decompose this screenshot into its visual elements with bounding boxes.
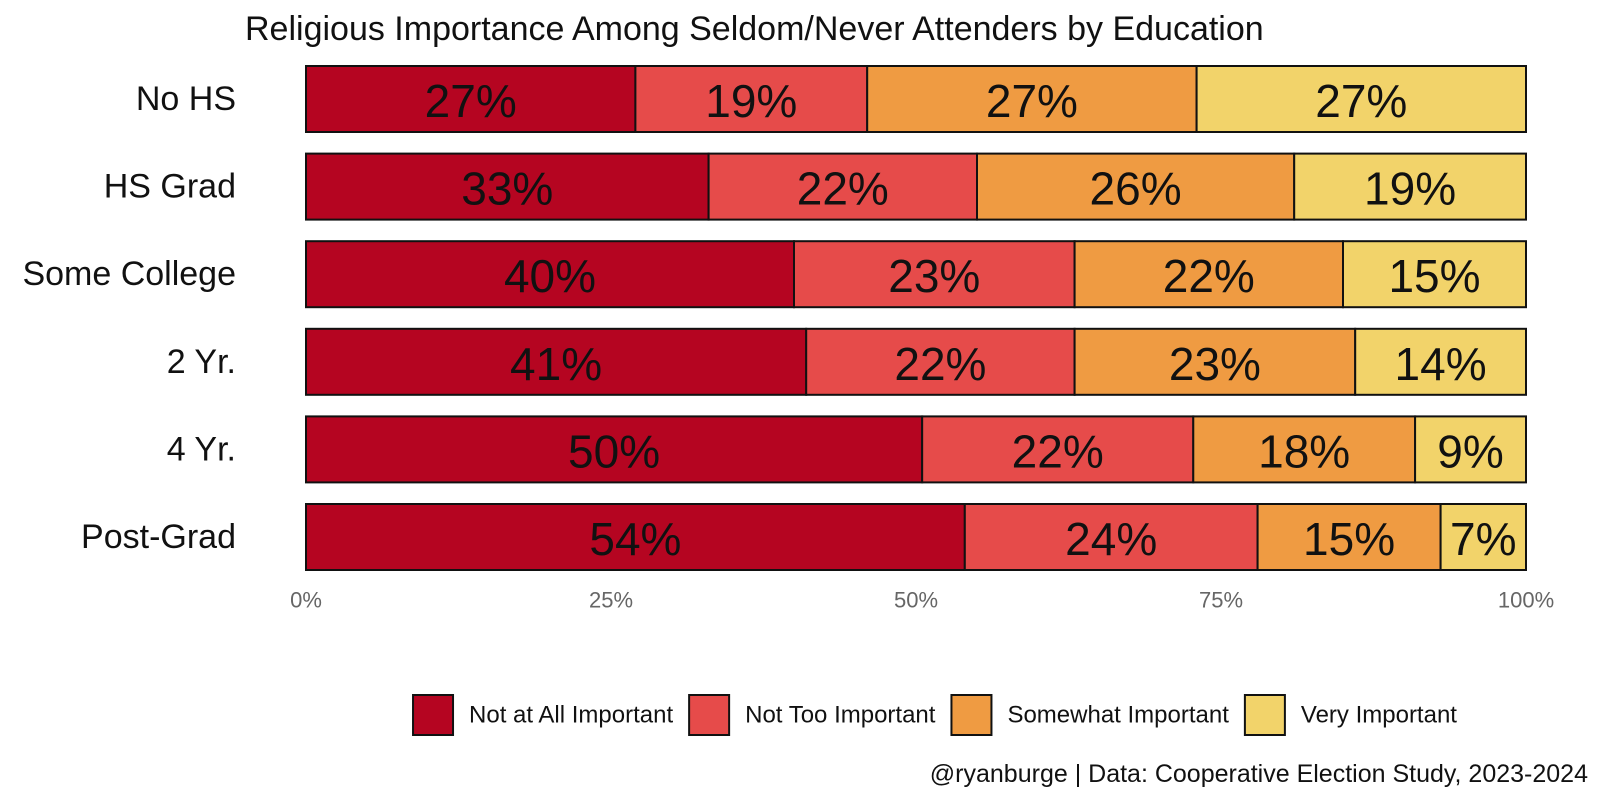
legend-label-not-at-all-important: Not at All Important xyxy=(469,702,673,729)
bar-segment-2-yr-not-at-all-important xyxy=(305,327,808,396)
x-tick-label-50: 50% xyxy=(894,588,938,613)
bar-segment-no-hs-not-too-important xyxy=(634,65,869,133)
bar-segment-4-yr-not-at-all-important xyxy=(305,415,924,484)
bar-segment-post-grad-not-too-important xyxy=(963,503,1259,571)
bar-segment-4-yr-not-too-important xyxy=(921,415,1195,484)
legend-swatch-somewhat-important xyxy=(950,694,993,736)
bar-segment-some-college-very-important xyxy=(1342,240,1527,309)
legend: Not at All Important Not Too Important Som… xyxy=(412,694,1457,736)
data-label-2-yr-somewhat-important: 23% xyxy=(1169,338,1261,390)
bar-segment-no-hs-somewhat-important xyxy=(866,65,1198,133)
category-label-hs-grad: HS Grad xyxy=(104,168,236,206)
data-label-2-yr-not-too-important: 22% xyxy=(894,338,986,390)
chart-title: Religious Importance Among Seldom/Never … xyxy=(245,10,1264,48)
data-label-some-college-not-too-important: 23% xyxy=(888,250,980,302)
bar-segment-post-grad-very-important xyxy=(1439,503,1527,571)
bar-segment-hs-grad-somewhat-important xyxy=(976,152,1296,221)
bar-segment-2-yr-not-too-important xyxy=(805,327,1076,396)
bar-segment-some-college-not-at-all-important xyxy=(305,240,795,309)
caption: @ryanburge | Data: Cooperative Election … xyxy=(930,760,1588,788)
data-label-4-yr-very-important: 9% xyxy=(1437,425,1503,477)
category-label-post-grad: Post-Grad xyxy=(81,518,236,556)
x-axis-ticks: 0% 25% 50% 75% 100% xyxy=(290,588,1554,613)
legend-label-somewhat-important: Somewhat Important xyxy=(1007,702,1229,729)
bar-segment-hs-grad-not-at-all-important xyxy=(305,152,710,221)
legend-item-somewhat-important: Somewhat Important xyxy=(950,694,1229,736)
category-label-2-yr: 2 Yr. xyxy=(167,343,236,381)
data-label-no-hs-not-at-all-important: 27% xyxy=(425,75,517,127)
data-label-no-hs-very-important: 27% xyxy=(1315,75,1407,127)
bar-segment-4-yr-very-important xyxy=(1414,415,1528,484)
data-label-hs-grad-not-at-all-important: 33% xyxy=(461,163,553,215)
bar-segment-post-grad-somewhat-important xyxy=(1256,503,1442,571)
data-label-some-college-not-at-all-important: 40% xyxy=(504,250,596,302)
data-label-some-college-somewhat-important: 22% xyxy=(1163,250,1255,302)
data-label-no-hs-somewhat-important: 27% xyxy=(986,75,1078,127)
x-tick-label-25: 25% xyxy=(589,588,633,613)
data-label-some-college-very-important: 15% xyxy=(1388,250,1480,302)
x-tick-label-75: 75% xyxy=(1199,588,1243,613)
legend-label-not-too-important: Not Too Important xyxy=(745,702,936,729)
x-tick-label-0: 0% xyxy=(290,588,322,613)
bar-segment-post-grad-not-at-all-important xyxy=(305,503,966,571)
legend-swatch-not-at-all-important xyxy=(412,694,455,736)
bar-segment-4-yr-somewhat-important xyxy=(1192,415,1417,484)
category-label-some-college: Some College xyxy=(22,255,236,293)
legend-item-not-at-all-important: Not at All Important xyxy=(412,694,673,736)
bar-segment-no-hs-not-at-all-important xyxy=(305,65,637,133)
bar-segment-2-yr-very-important xyxy=(1354,327,1527,396)
data-label-post-grad-very-important: 7% xyxy=(1450,513,1516,565)
data-label-post-grad-somewhat-important: 15% xyxy=(1303,513,1395,565)
category-label-4-yr: 4 Yr. xyxy=(167,430,236,468)
data-label-4-yr-not-too-important: 22% xyxy=(1012,425,1104,477)
category-labels: No HS HS Grad Some College 2 Yr. 4 Yr. Post-G… xyxy=(22,80,236,556)
data-label-post-grad-not-too-important: 24% xyxy=(1065,513,1157,565)
data-label-4-yr-not-at-all-important: 50% xyxy=(568,425,660,477)
category-label-no-hs: No HS xyxy=(136,80,236,118)
legend-label-very-important: Very Important xyxy=(1301,702,1457,729)
x-tick-label-100: 100% xyxy=(1498,588,1554,613)
bar-segment-some-college-not-too-important xyxy=(793,240,1076,309)
data-label-post-grad-not-at-all-important: 54% xyxy=(589,513,681,565)
data-label-hs-grad-somewhat-important: 26% xyxy=(1090,163,1182,215)
bar-segment-hs-grad-not-too-important xyxy=(707,152,978,221)
legend-swatch-not-too-important xyxy=(688,694,731,736)
data-label-hs-grad-very-important: 19% xyxy=(1364,163,1456,215)
legend-item-very-important: Very Important xyxy=(1243,694,1457,736)
legend-item-not-too-important: Not Too Important xyxy=(688,694,936,736)
legend-swatch-very-important xyxy=(1243,694,1286,736)
bar-segment-hs-grad-very-important xyxy=(1293,152,1527,221)
data-label-no-hs-not-too-important: 19% xyxy=(705,75,797,127)
data-label-4-yr-somewhat-important: 18% xyxy=(1258,425,1350,477)
data-label-hs-grad-not-too-important: 22% xyxy=(797,163,889,215)
data-label-2-yr-very-important: 14% xyxy=(1395,338,1487,390)
bars-layer: 27% 19% 27% 27% 33% 22% 26% 19% 40% 23% 22% 15% 41% 2… xyxy=(305,65,1528,571)
data-label-2-yr-not-at-all-important: 41% xyxy=(510,338,602,390)
bar-segment-no-hs-very-important xyxy=(1195,65,1527,133)
